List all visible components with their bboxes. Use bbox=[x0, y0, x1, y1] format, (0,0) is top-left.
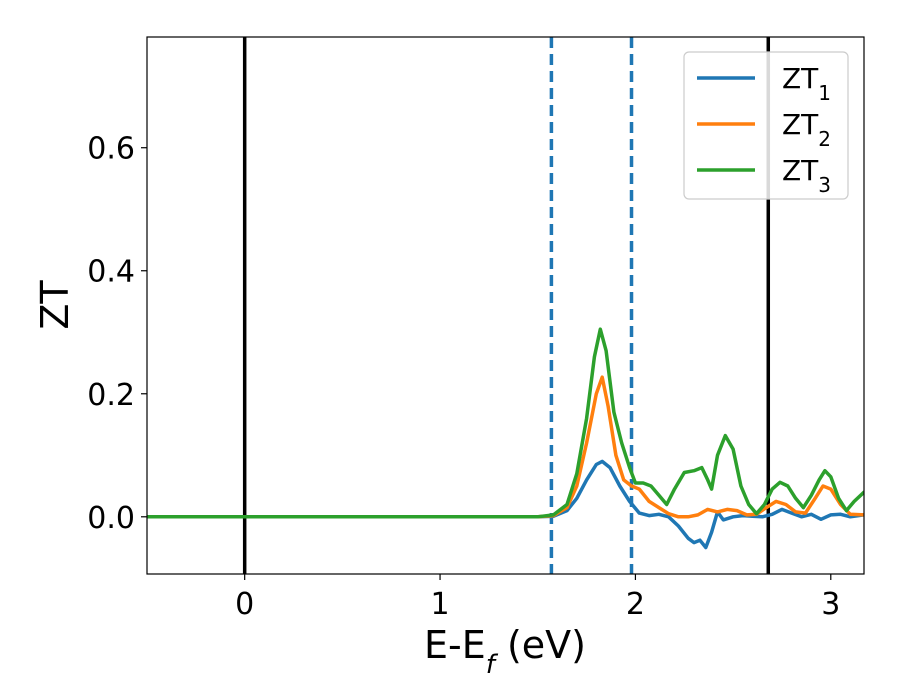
x-axis-ticks: 0 1 2 3 bbox=[235, 574, 840, 622]
plot-frame bbox=[146, 36, 865, 575]
series-line-zt1 bbox=[147, 459, 864, 550]
y-tick-label: 0.4 bbox=[87, 255, 135, 290]
y-tick-label: 0.0 bbox=[87, 501, 135, 536]
y-axis-ticks: 0.0 0.2 0.4 0.6 bbox=[87, 132, 147, 536]
x-tick-label: 2 bbox=[626, 587, 645, 622]
x-tick-label: 1 bbox=[431, 587, 450, 622]
y-tick-label: 0.6 bbox=[87, 132, 135, 167]
legend-label-zt1: ZT1 bbox=[782, 62, 831, 105]
series-line-zt3 bbox=[147, 327, 864, 519]
legend-label-zt2: ZT2 bbox=[782, 108, 831, 151]
y-axis-title: ZT bbox=[33, 280, 77, 330]
legend-box bbox=[683, 51, 849, 200]
x-axis-title: E-Ef (eV) bbox=[424, 623, 586, 680]
y-tick-label: 0.2 bbox=[87, 378, 135, 413]
x-tick-label: 3 bbox=[821, 587, 840, 622]
legend-label-zt3: ZT3 bbox=[782, 154, 831, 197]
series-line-zt2 bbox=[147, 375, 864, 519]
x-tick-label: 0 bbox=[235, 587, 254, 622]
